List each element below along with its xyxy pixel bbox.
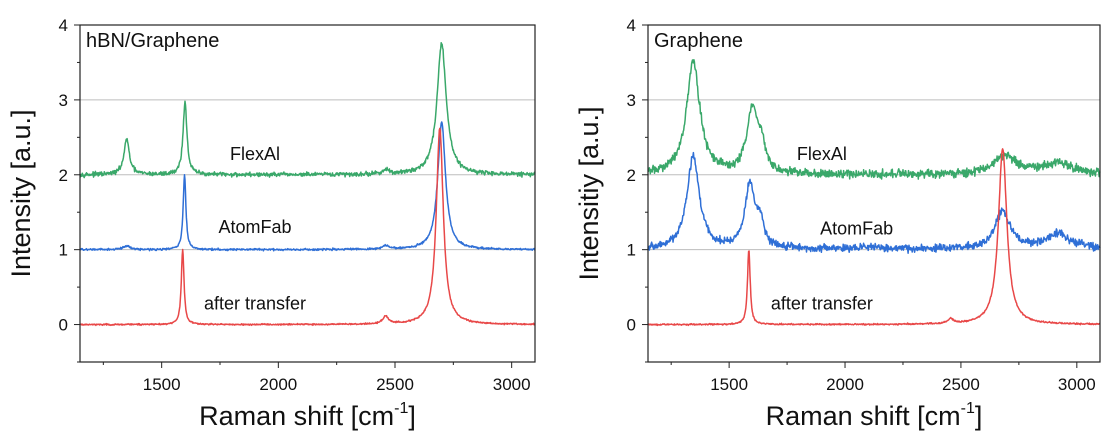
- series-label: FlexAl: [797, 144, 847, 164]
- panel-title: hBN/Graphene: [86, 30, 219, 52]
- series-label: after transfer: [771, 294, 873, 314]
- panel-title: Graphene: [654, 30, 743, 52]
- spectrum-line: [647, 59, 1101, 180]
- y-axis-label: Intensity [a.u.]: [6, 109, 36, 277]
- y-tick-label: 3: [59, 91, 68, 110]
- y-axis-ticks: 0 1 2 3 4: [627, 16, 648, 363]
- y-tick-label: 2: [59, 166, 68, 185]
- x-axis-ticks: 1500 2000 2500 3000: [670, 362, 1096, 394]
- x-tick-label: 1500: [710, 375, 748, 394]
- y-tick-label: 0: [627, 316, 636, 335]
- y-tick-label: 2: [627, 166, 636, 185]
- x-tick-label: 3000: [1058, 375, 1096, 394]
- y-tick-label: 4: [627, 16, 636, 35]
- x-tick-label: 1500: [143, 375, 181, 394]
- series-label: AtomFab: [218, 217, 291, 237]
- spectrum-line: [79, 42, 536, 179]
- x-tick-label: 2500: [942, 375, 980, 394]
- panel-hbn-graphene: 1500 2000 2500 3000 0 1 2 3 4 FlexAl AtomFab afte…: [6, 16, 536, 431]
- y-tick-label: 3: [627, 91, 636, 110]
- spectrum-line: [647, 148, 1101, 327]
- series-label: FlexAl: [230, 144, 280, 164]
- x-tick-label: 3000: [493, 375, 531, 394]
- series-label: after transfer: [204, 294, 306, 314]
- series-annotations: FlexAl AtomFab after transfer: [204, 144, 306, 314]
- spectrum-line: [647, 151, 1101, 254]
- x-tick-label: 2000: [259, 375, 297, 394]
- y-axis-ticks: 0 1 2 3 4: [59, 16, 80, 363]
- x-axis-ticks: 1500 2000 2500 3000: [102, 362, 531, 394]
- spectrum-line: [79, 121, 536, 252]
- y-tick-label: 1: [627, 241, 636, 260]
- plot-frame: [647, 24, 1101, 363]
- x-axis-label: Raman shift [cm-1]: [199, 400, 416, 431]
- plot-frame: [79, 24, 536, 363]
- y-tick-label: 4: [59, 16, 68, 35]
- y-tick-label: 1: [59, 241, 68, 260]
- x-tick-label: 2500: [376, 375, 414, 394]
- y-axis-label: Intensitiy [a.u.]: [574, 106, 604, 280]
- spectra-lines: [647, 59, 1101, 327]
- spectrum-line: [79, 127, 536, 327]
- x-tick-label: 2000: [826, 375, 864, 394]
- y-tick-label: 0: [59, 316, 68, 335]
- series-label: AtomFab: [820, 219, 893, 239]
- spectra-lines: [79, 42, 536, 327]
- panel-graphene: 1500 2000 2500 3000 0 1 2 3 4 FlexAl AtomFab afte…: [574, 16, 1101, 431]
- x-axis-label: Raman shift [cm-1]: [766, 400, 983, 431]
- series-annotations: FlexAl AtomFab after transfer: [771, 144, 893, 314]
